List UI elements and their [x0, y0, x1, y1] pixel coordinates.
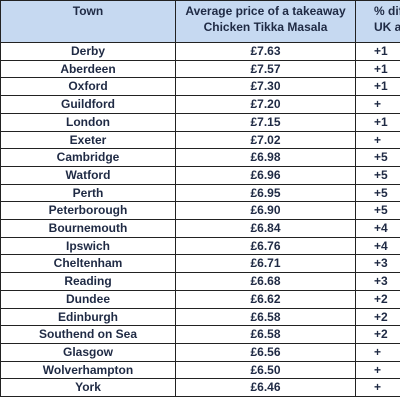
town-cell: Southend on Sea [0, 325, 176, 344]
diff-cell: +3 [355, 254, 400, 274]
header-line: Average price of a takeaway [185, 4, 346, 18]
town-cell: Aberdeen [0, 59, 176, 79]
price-cell: £7.20 [175, 95, 356, 114]
town-cell: Bournemouth [0, 219, 176, 238]
town-cell: Ipswich [0, 236, 176, 256]
diff-cell: +4 [355, 219, 400, 238]
diff-cell: +5 [355, 201, 400, 221]
table-row: Ipswich £6.76 +4 [0, 236, 400, 256]
town-cell: Reading [0, 272, 176, 291]
price-cell: £6.68 [175, 272, 356, 291]
town-cell: Cambridge [0, 148, 176, 167]
table-row: Dundee £6.62 +2 [0, 289, 400, 309]
town-cell: Edinburgh [0, 307, 176, 327]
town-cell: Oxford [0, 77, 176, 97]
header-price: Average price of a takeaway Chicken Tikka… [175, 0, 356, 43]
header-diff: % diffe UK a [355, 0, 400, 43]
price-cell: £7.63 [175, 42, 356, 61]
table-row: York £6.46 + [0, 378, 400, 398]
price-cell: £6.58 [175, 325, 356, 344]
header-town: Town [0, 0, 176, 43]
price-cell: £7.30 [175, 77, 356, 97]
diff-cell: +1 [355, 77, 400, 97]
diff-cell: + [355, 378, 400, 398]
diff-cell: +1 [355, 59, 400, 79]
price-cell: £6.90 [175, 201, 356, 221]
price-cell: £6.71 [175, 254, 356, 274]
diff-cell: + [355, 342, 400, 362]
diff-cell: +2 [355, 325, 400, 344]
diff-cell: +2 [355, 289, 400, 309]
table-row: Southend on Sea £6.58 +2 [0, 325, 400, 344]
table-row: Wolverhampton £6.50 + [0, 360, 400, 380]
town-cell: Wolverhampton [0, 360, 176, 380]
diff-cell: +2 [355, 307, 400, 327]
town-cell: Peterborough [0, 201, 176, 221]
table-row: Exeter £7.02 + [0, 130, 400, 150]
town-cell: Exeter [0, 130, 176, 150]
diff-cell: + [355, 360, 400, 380]
town-cell: Perth [0, 183, 176, 203]
table-row: Guildford £7.20 + [0, 95, 400, 114]
table-row: Perth £6.95 +5 [0, 183, 400, 203]
price-cell: £6.62 [175, 289, 356, 309]
header-line: % diffe [374, 4, 400, 18]
town-cell: York [0, 378, 176, 398]
table-row: Glasgow £6.56 + [0, 342, 400, 362]
diff-cell: +1 [355, 42, 400, 61]
diff-cell: +1 [355, 112, 400, 132]
table-row: Cheltenham £6.71 +3 [0, 254, 400, 274]
table-row: Aberdeen £7.57 +1 [0, 59, 400, 79]
diff-cell: +5 [355, 148, 400, 167]
table-row: Watford £6.96 +5 [0, 165, 400, 185]
price-cell: £7.57 [175, 59, 356, 79]
town-cell: Derby [0, 42, 176, 61]
town-cell: London [0, 112, 176, 132]
town-cell: Guildford [0, 95, 176, 114]
town-cell: Glasgow [0, 342, 176, 362]
price-cell: £6.76 [175, 236, 356, 256]
price-cell: £6.98 [175, 148, 356, 167]
table-row: Edinburgh £6.58 +2 [0, 307, 400, 327]
diff-cell: + [355, 130, 400, 150]
price-cell: £6.96 [175, 165, 356, 185]
price-cell: £7.15 [175, 112, 356, 132]
table-row: Derby £7.63 +1 [0, 42, 400, 61]
diff-cell: + [355, 95, 400, 114]
diff-cell: +5 [355, 165, 400, 185]
price-cell: £6.50 [175, 360, 356, 380]
header-line: Chicken Tikka Masala [203, 20, 328, 34]
table-row: Bournemouth £6.84 +4 [0, 219, 400, 238]
table-row: Peterborough £6.90 +5 [0, 201, 400, 221]
diff-cell: +5 [355, 183, 400, 203]
price-cell: £7.02 [175, 130, 356, 150]
price-cell: £6.84 [175, 219, 356, 238]
diff-cell: +3 [355, 272, 400, 291]
header-row: Town Average price of a takeaway Chicken … [0, 0, 400, 43]
table-row: Oxford £7.30 +1 [0, 77, 400, 97]
table-body: Derby £7.63 +1 Aberdeen £7.57 +1 Oxford £7.30 +1… [0, 42, 400, 398]
table-row: Cambridge £6.98 +5 [0, 148, 400, 167]
table-row: Reading £6.68 +3 [0, 272, 400, 291]
price-cell: £6.58 [175, 307, 356, 327]
price-cell: £6.56 [175, 342, 356, 362]
price-cell: £6.46 [175, 378, 356, 398]
town-cell: Dundee [0, 289, 176, 309]
table-row: London £7.15 +1 [0, 112, 400, 132]
diff-cell: +4 [355, 236, 400, 256]
town-cell: Cheltenham [0, 254, 176, 274]
town-cell: Watford [0, 165, 176, 185]
price-cell: £6.95 [175, 183, 356, 203]
header-line: UK a [374, 20, 400, 34]
